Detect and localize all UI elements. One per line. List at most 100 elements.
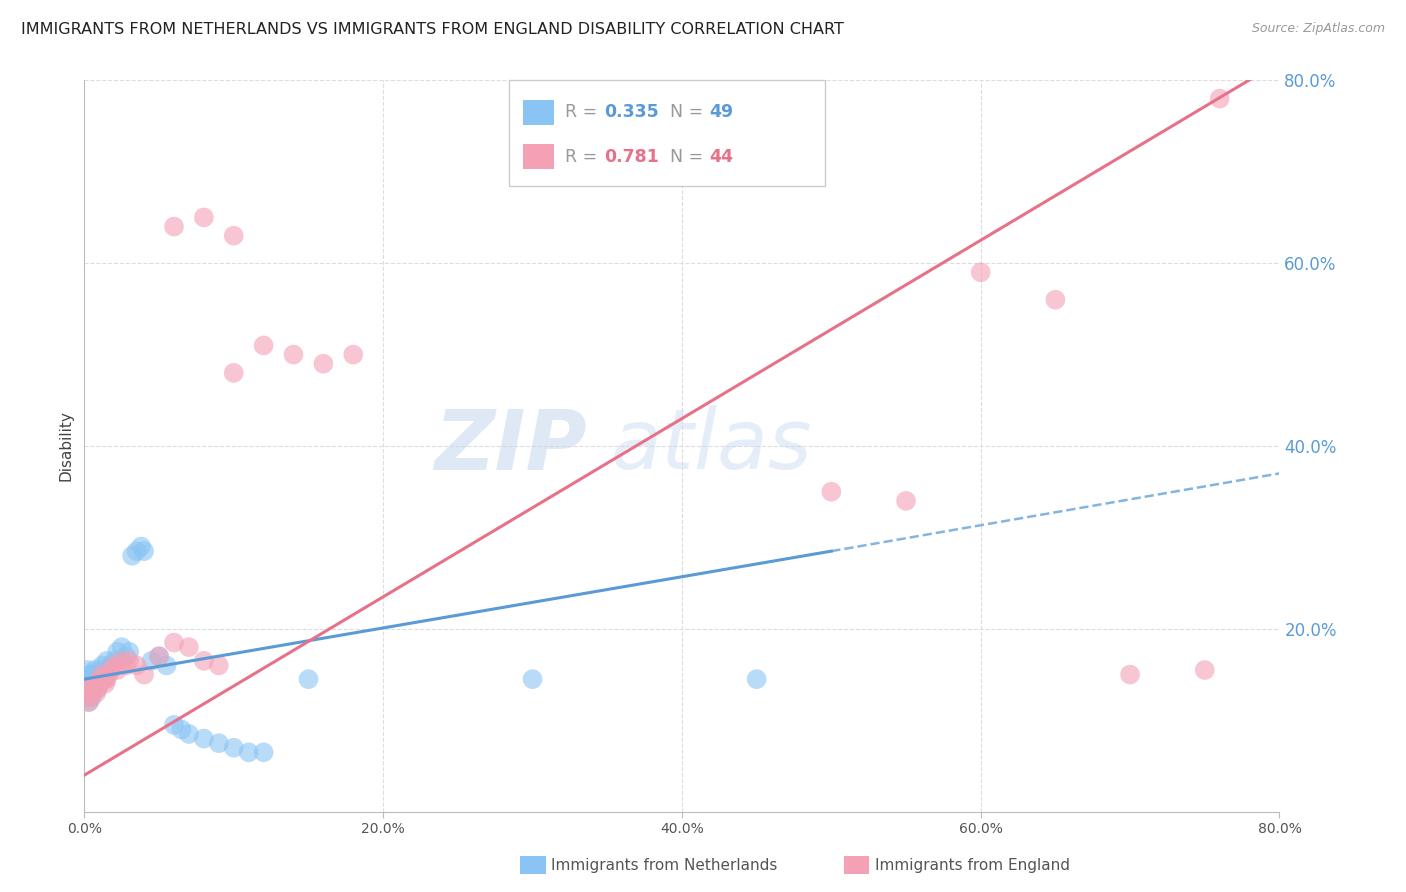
Text: IMMIGRANTS FROM NETHERLANDS VS IMMIGRANTS FROM ENGLAND DISABILITY CORRELATION CH: IMMIGRANTS FROM NETHERLANDS VS IMMIGRANT… bbox=[21, 22, 844, 37]
Point bbox=[121, 549, 143, 563]
Point bbox=[91, 667, 114, 681]
Point bbox=[93, 672, 115, 686]
Point bbox=[894, 494, 917, 508]
Point bbox=[148, 649, 170, 664]
Point bbox=[342, 347, 364, 362]
Point bbox=[163, 718, 186, 732]
Text: N =: N = bbox=[671, 103, 709, 121]
Point bbox=[522, 672, 544, 686]
Point bbox=[94, 676, 117, 690]
Point bbox=[86, 676, 108, 690]
Point bbox=[76, 690, 98, 705]
Point bbox=[253, 745, 276, 759]
Point bbox=[94, 672, 117, 686]
Point bbox=[105, 645, 128, 659]
Point bbox=[312, 357, 335, 371]
Point bbox=[80, 676, 103, 690]
Point bbox=[91, 658, 114, 673]
Point bbox=[125, 658, 148, 673]
Point bbox=[970, 265, 993, 279]
Point bbox=[820, 484, 842, 499]
Point bbox=[77, 681, 100, 696]
Point bbox=[87, 681, 110, 696]
Point bbox=[79, 690, 101, 705]
Text: R =: R = bbox=[565, 148, 603, 166]
Point bbox=[163, 635, 186, 649]
Point bbox=[125, 544, 148, 558]
Point bbox=[83, 663, 105, 677]
Point bbox=[76, 681, 98, 696]
Point bbox=[80, 690, 103, 705]
Point bbox=[129, 540, 152, 554]
Text: 44: 44 bbox=[710, 148, 734, 166]
Point bbox=[79, 672, 101, 686]
Point bbox=[111, 640, 134, 655]
Point bbox=[193, 731, 215, 746]
Point bbox=[118, 645, 141, 659]
Point bbox=[208, 658, 231, 673]
Point bbox=[170, 723, 193, 737]
Point bbox=[75, 686, 97, 700]
Text: atlas: atlas bbox=[610, 406, 811, 486]
Point bbox=[222, 366, 245, 380]
Y-axis label: Disability: Disability bbox=[58, 410, 73, 482]
Point bbox=[100, 663, 122, 677]
Point bbox=[222, 740, 245, 755]
Point bbox=[177, 640, 200, 655]
Point bbox=[1045, 293, 1067, 307]
Text: Immigrants from England: Immigrants from England bbox=[875, 858, 1070, 872]
Point bbox=[90, 663, 112, 677]
Point bbox=[96, 672, 118, 686]
Point bbox=[148, 649, 170, 664]
Point bbox=[111, 654, 134, 668]
Point bbox=[193, 654, 215, 668]
Point bbox=[79, 686, 101, 700]
Point bbox=[100, 658, 122, 673]
Point bbox=[105, 663, 128, 677]
Point bbox=[132, 544, 156, 558]
Point bbox=[82, 667, 104, 681]
Point bbox=[86, 686, 108, 700]
Point bbox=[96, 654, 118, 668]
Point bbox=[132, 667, 156, 681]
Point bbox=[75, 672, 97, 686]
Point bbox=[103, 658, 125, 673]
Point bbox=[297, 672, 319, 686]
Text: 0.335: 0.335 bbox=[605, 103, 659, 121]
Point bbox=[76, 663, 98, 677]
Point bbox=[90, 672, 112, 686]
Point bbox=[1194, 663, 1216, 677]
Text: N =: N = bbox=[671, 148, 709, 166]
Point bbox=[77, 695, 100, 709]
Point bbox=[77, 695, 100, 709]
Point bbox=[1209, 91, 1232, 105]
Text: 0.781: 0.781 bbox=[605, 148, 659, 166]
Point bbox=[76, 676, 98, 690]
Point bbox=[89, 676, 111, 690]
Text: Immigrants from Netherlands: Immigrants from Netherlands bbox=[551, 858, 778, 872]
Point bbox=[87, 681, 110, 696]
Point bbox=[103, 654, 125, 668]
Point bbox=[141, 654, 163, 668]
Point bbox=[115, 658, 138, 673]
Point bbox=[163, 219, 186, 234]
Point bbox=[208, 736, 231, 750]
Point bbox=[745, 672, 768, 686]
Point bbox=[75, 686, 97, 700]
Point bbox=[222, 228, 245, 243]
Point bbox=[82, 681, 104, 696]
Point bbox=[83, 672, 105, 686]
Point bbox=[97, 667, 120, 681]
Point bbox=[283, 347, 305, 362]
Point bbox=[89, 672, 111, 686]
Text: 49: 49 bbox=[710, 103, 734, 121]
Point bbox=[177, 727, 200, 741]
Text: R =: R = bbox=[565, 103, 603, 121]
Point bbox=[80, 686, 103, 700]
Point bbox=[238, 745, 260, 759]
Point bbox=[77, 667, 100, 681]
Point bbox=[118, 654, 141, 668]
Text: ZIP: ZIP bbox=[433, 406, 586, 486]
Point bbox=[97, 663, 120, 677]
Text: Source: ZipAtlas.com: Source: ZipAtlas.com bbox=[1251, 22, 1385, 36]
